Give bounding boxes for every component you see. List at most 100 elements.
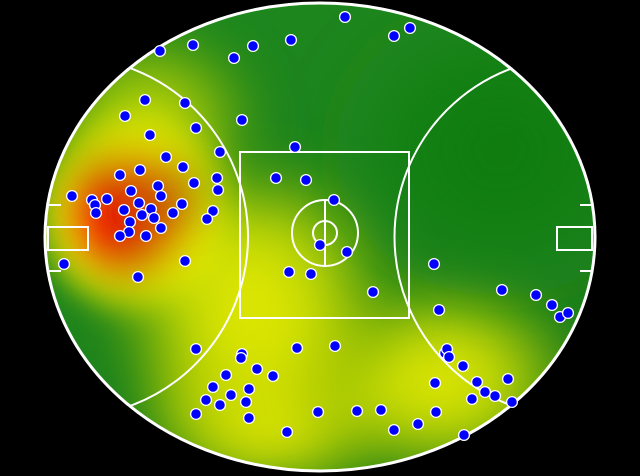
data-point[interactable] [387,29,401,43]
fifty-metre-arc-left [67,56,249,418]
data-point[interactable] [269,171,283,185]
data-point[interactable] [132,196,146,210]
data-point[interactable] [113,168,127,182]
data-point[interactable] [57,257,71,271]
data-point[interactable] [374,403,388,417]
data-point[interactable] [432,303,446,317]
data-point[interactable] [250,362,264,376]
data-point[interactable] [206,204,220,218]
data-point[interactable] [239,395,253,409]
data-point[interactable] [189,407,203,421]
goal-square-left [47,226,89,251]
data-point[interactable] [488,389,502,403]
data-point[interactable] [187,176,201,190]
data-point[interactable] [387,423,401,437]
data-point[interactable] [147,211,161,225]
goal-square-right [556,226,593,251]
data-point[interactable] [139,229,153,243]
data-point[interactable] [242,411,256,425]
data-point[interactable] [154,189,168,203]
data-point[interactable] [234,351,248,365]
data-point[interactable] [166,206,180,220]
data-point[interactable] [505,395,519,409]
data-point[interactable] [442,350,456,364]
data-point[interactable] [495,283,509,297]
data-point[interactable] [478,385,492,399]
data-point[interactable] [123,215,137,229]
data-point[interactable] [224,388,238,402]
data-point[interactable] [135,208,149,222]
behind-post-ticks [47,204,594,272]
data-point[interactable] [501,372,515,386]
data-point[interactable] [213,145,227,159]
data-point[interactable] [159,150,173,164]
data-point[interactable] [246,39,260,53]
data-point[interactable] [143,128,157,142]
data-point[interactable] [529,288,543,302]
data-point[interactable] [304,267,318,281]
centre-square [239,151,410,319]
data-point[interactable] [210,171,224,185]
data-point[interactable] [206,380,220,394]
data-point[interactable] [89,206,103,220]
data-point[interactable] [470,375,484,389]
data-point[interactable] [403,21,417,35]
data-point[interactable] [340,245,354,259]
data-point[interactable] [242,382,256,396]
data-point[interactable] [186,38,200,52]
data-point[interactable] [100,192,114,206]
data-point[interactable] [545,298,559,312]
cold-zone-right [310,3,595,320]
data-point[interactable] [280,425,294,439]
data-point[interactable] [266,369,280,383]
data-point[interactable] [131,270,145,284]
data-point[interactable] [235,113,249,127]
data-point[interactable] [65,189,79,203]
data-point[interactable] [113,229,127,243]
data-point[interactable] [457,428,471,442]
data-point[interactable] [313,238,327,252]
data-point[interactable] [213,398,227,412]
data-point[interactable] [366,285,380,299]
data-point[interactable] [189,342,203,356]
data-point[interactable] [284,33,298,47]
data-point[interactable] [288,140,302,154]
data-point[interactable] [133,163,147,177]
data-point[interactable] [227,51,241,65]
data-point[interactable] [199,393,213,407]
data-point[interactable] [327,193,341,207]
data-point[interactable] [290,341,304,355]
data-point[interactable] [176,160,190,174]
data-point[interactable] [178,96,192,110]
data-point[interactable] [175,197,189,211]
data-point[interactable] [151,179,165,193]
data-point[interactable] [138,93,152,107]
data-point[interactable] [350,404,364,418]
data-point[interactable] [311,405,325,419]
data-point[interactable] [456,359,470,373]
data-point[interactable] [118,109,132,123]
data-point[interactable] [428,376,442,390]
data-point[interactable] [189,121,203,135]
data-point[interactable] [219,368,233,382]
data-point[interactable] [429,405,443,419]
data-point[interactable] [124,184,138,198]
data-point[interactable] [200,212,214,226]
data-point[interactable] [561,306,575,320]
data-point[interactable] [178,254,192,268]
data-point[interactable] [411,417,425,431]
data-point[interactable] [211,183,225,197]
data-point[interactable] [338,10,352,24]
data-point[interactable] [465,392,479,406]
data-point[interactable] [153,44,167,58]
oval-boundary-line [43,1,597,473]
data-point[interactable] [427,257,441,271]
data-point[interactable] [328,339,342,353]
data-point[interactable] [299,173,313,187]
data-point[interactable] [282,265,296,279]
data-point[interactable] [154,221,168,235]
data-point[interactable] [117,203,131,217]
